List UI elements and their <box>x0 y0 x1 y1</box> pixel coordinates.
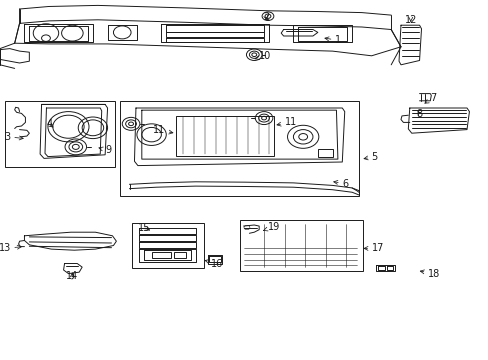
Text: 15: 15 <box>138 222 150 233</box>
Bar <box>151 252 171 258</box>
Text: 1: 1 <box>325 35 341 45</box>
Bar <box>5 101 115 167</box>
Text: 14: 14 <box>66 271 79 281</box>
Text: 8: 8 <box>416 109 422 119</box>
Text: 5: 5 <box>364 152 377 162</box>
Bar <box>132 223 204 268</box>
Text: 12: 12 <box>404 15 416 25</box>
Text: 2: 2 <box>263 12 269 22</box>
Bar <box>176 116 273 156</box>
Text: 11: 11 <box>277 117 296 127</box>
Text: 19: 19 <box>263 222 280 232</box>
Bar <box>173 252 185 258</box>
Bar <box>120 101 359 196</box>
Text: 9: 9 <box>99 145 111 156</box>
Text: 7: 7 <box>424 93 436 103</box>
Text: 6: 6 <box>333 179 348 189</box>
Text: 18: 18 <box>420 269 439 279</box>
Text: 17: 17 <box>364 243 383 253</box>
Text: 11: 11 <box>153 125 172 135</box>
Text: 4: 4 <box>46 119 53 129</box>
Text: 3: 3 <box>4 132 23 142</box>
Bar <box>239 220 362 271</box>
Text: 10: 10 <box>254 51 271 61</box>
Text: 16: 16 <box>204 258 223 269</box>
Text: 13: 13 <box>0 243 21 253</box>
Bar <box>317 149 332 157</box>
